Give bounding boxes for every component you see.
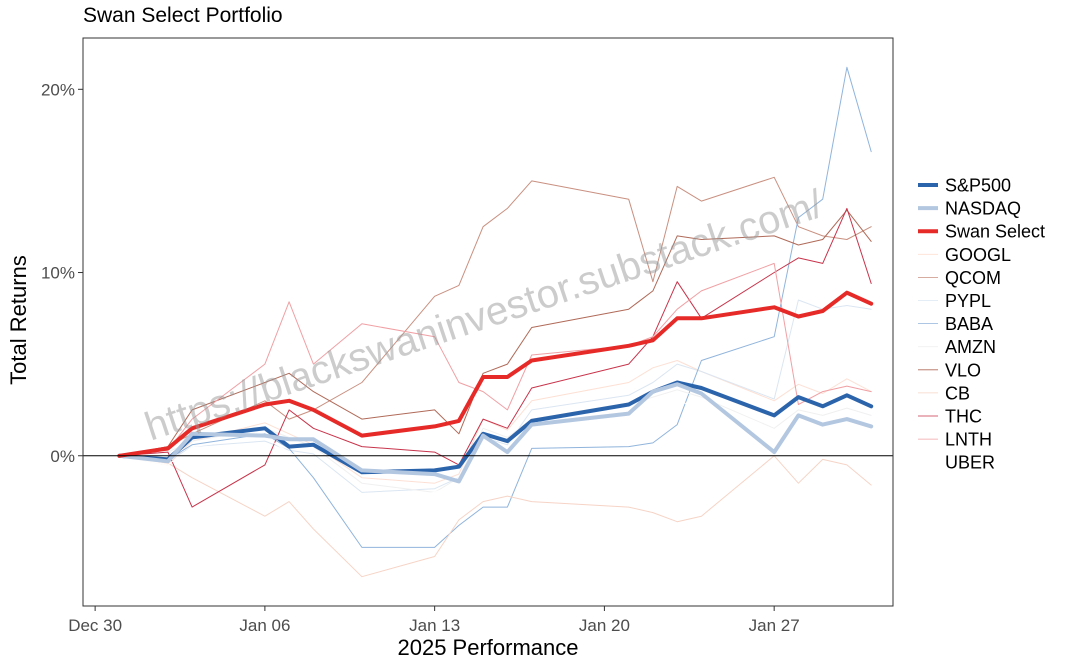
x-tick-label: Jan 06 xyxy=(239,616,290,635)
axes: 0% 10% 20% Dec 30 Jan 06 Jan 13 Jan 20 Jan 27 xyxy=(41,80,800,635)
series-line-lnth xyxy=(118,262,872,457)
series-line-googl xyxy=(118,360,872,484)
legend-label: PYPL xyxy=(945,291,991,311)
legend: S&P500 NASDAQ Swan Select GOOGL QCOM PYPL BABA… xyxy=(918,176,1045,473)
y-tick-label: 10% xyxy=(41,264,75,283)
series-line-nasdaq xyxy=(117,382,874,484)
legend-label: LNTH xyxy=(945,430,992,450)
legend-label: VLO xyxy=(945,360,981,380)
legend-label: Swan Select xyxy=(945,222,1045,242)
chart-title: Swan Select Portfolio xyxy=(83,4,283,27)
series-line-vlo xyxy=(118,209,872,457)
series-line-s-p500 xyxy=(117,380,874,475)
legend-label: NASDAQ xyxy=(945,199,1021,219)
x-tick-label: Jan 20 xyxy=(579,616,630,635)
x-axis-title: 2025 Performance xyxy=(398,635,579,660)
series-line-amzn xyxy=(118,389,872,493)
x-tick-label: Jan 13 xyxy=(409,616,460,635)
legend-label: QCOM xyxy=(945,268,1001,288)
legend-label: CB xyxy=(945,383,970,403)
series-line-qcom xyxy=(118,176,872,457)
legend-label: UBER xyxy=(945,453,995,473)
series-line-pypl xyxy=(118,299,872,493)
legend-label: AMZN xyxy=(945,337,996,357)
series-line-thc xyxy=(118,207,872,508)
y-tick-label: 20% xyxy=(41,80,75,99)
legend-label: S&P500 xyxy=(945,176,1011,196)
legend-label: THC xyxy=(945,407,982,427)
x-tick-label: Dec 30 xyxy=(68,616,122,635)
y-axis-title: Total Returns xyxy=(6,255,31,385)
legend-label: BABA xyxy=(945,314,993,334)
legend-label: GOOGL xyxy=(945,245,1011,265)
y-tick-label: 0% xyxy=(50,447,75,466)
series-line-swan-select xyxy=(117,290,874,458)
x-tick-label: Jan 27 xyxy=(749,616,800,635)
series-line-cb xyxy=(118,455,872,578)
plot-panel-border xyxy=(82,37,894,607)
plot-lines xyxy=(117,66,874,578)
